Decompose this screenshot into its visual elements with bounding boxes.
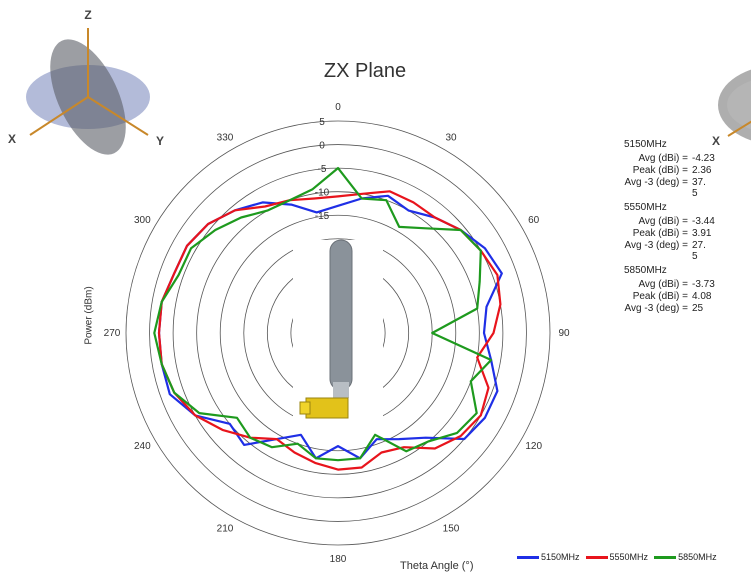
series-layer (153, 167, 503, 471)
legend-label: 5850MHz (678, 552, 717, 562)
angle-tick-label: 120 (525, 441, 542, 452)
stat-avg3-wrap: 5 (692, 251, 698, 262)
y-axis-label: Power (dBm) (83, 286, 95, 345)
antenna-joint (333, 382, 349, 398)
stat-avg-label: Avg (dBi) = (638, 216, 688, 227)
stat-avg-row: Avg (dBi) = -4.23 (592, 153, 732, 164)
grid-circle (219, 214, 457, 452)
angle-tick-label: 210 (217, 524, 234, 535)
stat-avg3-label: Avg -3 (deg) = (624, 303, 688, 314)
legend-item: 5150MHz (517, 552, 580, 562)
angle-tick-label: 300 (134, 215, 151, 226)
angle-tick-label: 270 (104, 328, 121, 339)
x-axis-label-icon: X (8, 132, 16, 146)
angle-tick-label: 60 (528, 215, 540, 226)
stat-avg3-value: 27. (692, 240, 706, 251)
legend-swatch (654, 555, 677, 559)
stat-peak-value: 4.08 (692, 291, 712, 302)
angle-tick-label: 240 (134, 441, 151, 452)
tick-labels: 030609012015018021024027030033050-5-10-1… (104, 102, 570, 565)
stat-block: 5150MHz Avg (dBi) = -4.23 Peak (dBi) = 2.3… (592, 138, 732, 199)
z-axis-label: Z (84, 8, 91, 22)
stat-avg3-label: Avg -3 (deg) = (624, 177, 688, 188)
antenna-connector-tip (299, 401, 311, 415)
axis-orientation-icon: Z X Y (8, 8, 164, 155)
x-axis-arrow-right (727, 120, 751, 137)
angle-tick-label: 30 (445, 132, 457, 143)
stat-avg3-row: Avg -3 (deg) = 25 (592, 303, 732, 314)
stat-avg-label: Avg (dBi) = (638, 153, 688, 164)
y-axis-label-icon: Y (156, 134, 164, 148)
series-line-5850MHz (153, 167, 493, 462)
stat-avg-value: -4.23 (692, 153, 715, 164)
chart-title: ZX Plane (323, 60, 407, 82)
angle-tick-label: 330 (217, 132, 234, 143)
legend-swatch (517, 555, 539, 559)
angle-tick-label: 90 (558, 328, 570, 339)
grid-circle (196, 191, 480, 475)
stat-frequency: 5550MHz (624, 202, 667, 213)
stat-peak-label: Peak (dBi) = (632, 165, 688, 176)
stat-avg3-value: 37. (692, 177, 706, 188)
stat-avg-value: -3.73 (692, 279, 715, 290)
radial-tick-label: -10 (315, 188, 330, 199)
x-axis-label-icon-right: X (712, 134, 720, 148)
antenna-image (293, 239, 383, 430)
stat-avg-value: -3.44 (692, 216, 715, 227)
x-axis-arrow (29, 96, 89, 136)
stat-block: 5550MHz Avg (dBi) = -3.44 Peak (dBi) = 3.9… (592, 201, 732, 262)
stat-peak-label: Peak (dBi) = (632, 228, 688, 239)
stat-avg3-value: 25 (692, 303, 704, 314)
radial-tick-label: -5 (318, 164, 327, 175)
y-axis-arrow (87, 96, 149, 136)
antenna-whip (329, 239, 353, 391)
stat-avg3-row: Avg -3 (deg) = 37. (592, 177, 732, 188)
legend-item: 5550MHz (585, 552, 649, 562)
stat-peak-value: 3.91 (692, 228, 712, 239)
stat-avg3-label: Avg -3 (deg) = (624, 240, 688, 251)
chart-legend: 5150MHz 5550MHz 5850MHz (517, 552, 717, 562)
legend-label: 5150MHz (541, 552, 580, 562)
stat-avg3-row: Avg -3 (deg) = 27. (592, 240, 732, 251)
stat-avg-row: Avg (dBi) = -3.73 (592, 279, 732, 290)
stat-avg-row: Avg (dBi) = -3.44 (592, 216, 732, 227)
stat-peak-label: Peak (dBi) = (632, 291, 688, 302)
disc-ring-right (727, 80, 751, 130)
legend-label: 5550MHz (609, 552, 649, 562)
stat-frequency: 5850MHz (624, 265, 667, 276)
stats-panel: 5150MHz Avg (dBi) = -4.23 Peak (dBi) = 2.3… (592, 138, 732, 316)
stat-peak-row: Peak (dBi) = 3.91 (592, 228, 732, 239)
radial-tick-label: 5 (319, 117, 325, 128)
stat-avg3-wrap: 5 (692, 188, 698, 199)
x-axis-label: Theta Angle (°) (400, 560, 474, 572)
grid-circle (125, 120, 551, 546)
axis-orientation-icon-right: X (712, 69, 751, 148)
stat-frequency: 5150MHz (624, 139, 667, 150)
angle-tick-label: 180 (330, 554, 347, 565)
radial-tick-label: -15 (315, 211, 330, 222)
legend-item: 5850MHz (654, 552, 717, 562)
stat-block: 5850MHz Avg (dBi) = -3.73 Peak (dBi) = 4.0… (592, 264, 732, 314)
grid-circle (149, 144, 527, 522)
antenna-connector (305, 397, 349, 419)
stat-peak-row: Peak (dBi) = 2.36 (592, 165, 732, 176)
legend-swatch (585, 555, 608, 559)
radial-tick-label: 0 (319, 141, 325, 152)
stat-avg-label: Avg (dBi) = (638, 279, 688, 290)
stat-peak-row: Peak (dBi) = 4.08 (592, 291, 732, 302)
angle-tick-label: 0 (335, 102, 341, 113)
angle-tick-label: 150 (443, 524, 460, 535)
stat-peak-value: 2.36 (692, 165, 712, 176)
